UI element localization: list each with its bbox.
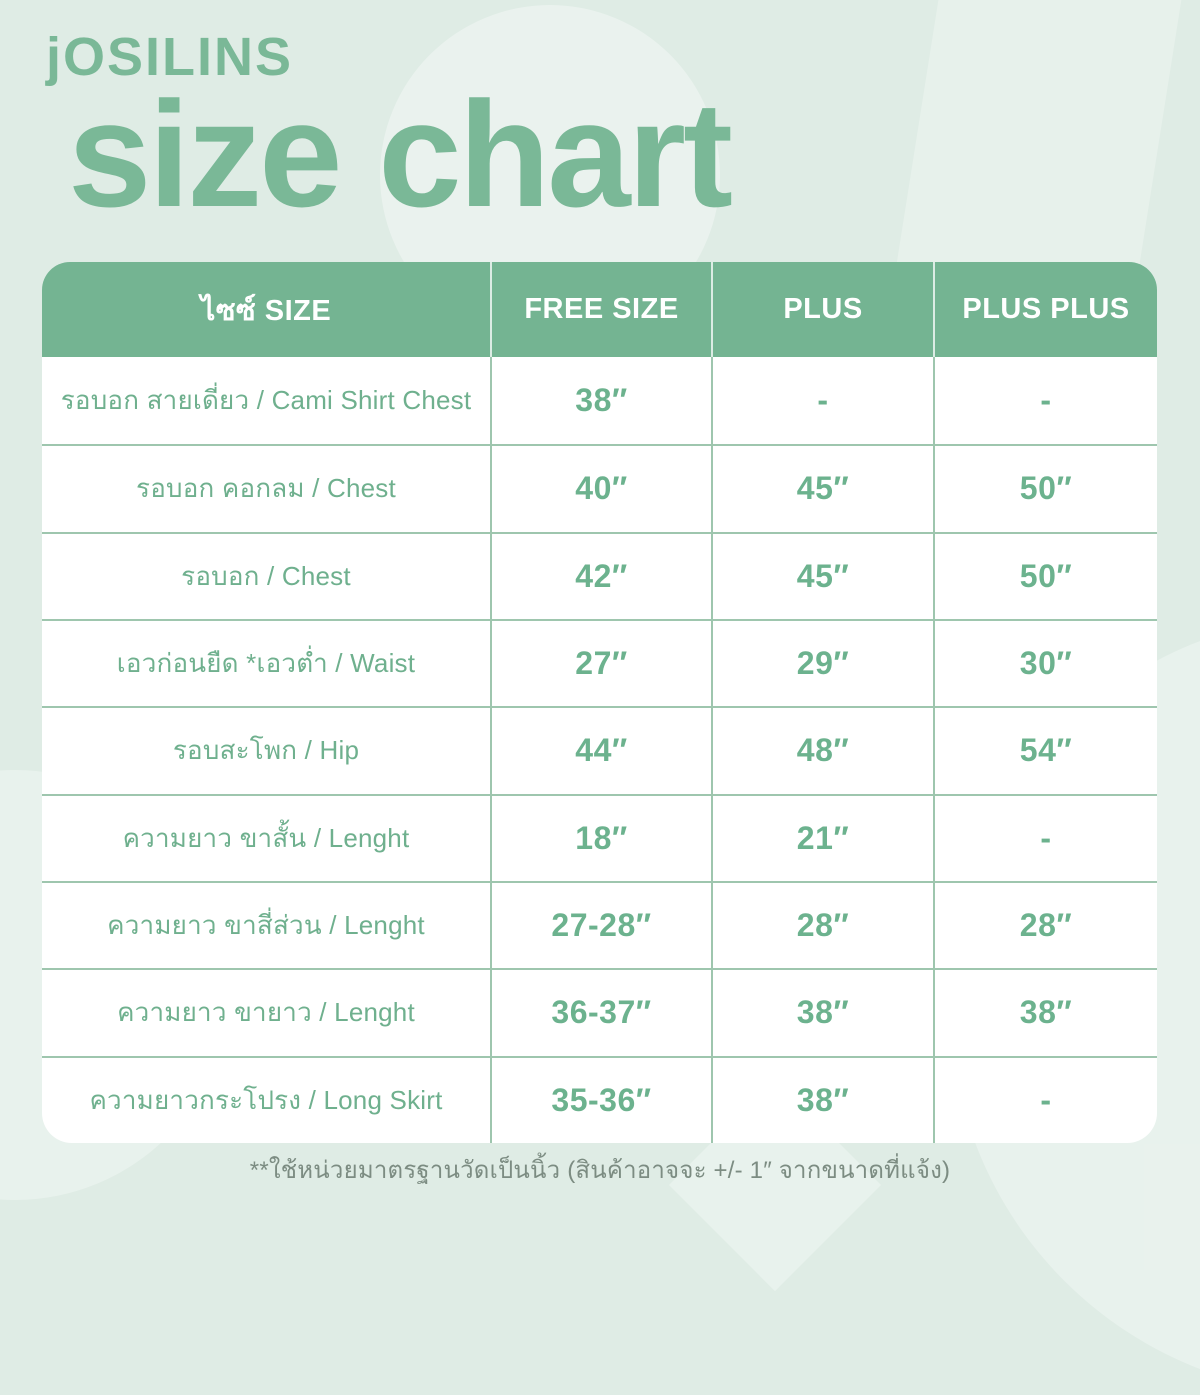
cell-value: 38″ bbox=[711, 1057, 933, 1143]
cell-value: 50″ bbox=[933, 533, 1157, 619]
cell-value: 54″ bbox=[933, 708, 1157, 794]
row-label: รอบอก สายเดี่ยว / Cami Shirt Chest bbox=[60, 385, 472, 416]
column-header-free-size: FREE SIZE bbox=[490, 262, 711, 357]
cell-value: 35-36″ bbox=[490, 1057, 711, 1143]
row-label: เอวก่อนยืด *เอวต่ำ / Waist bbox=[116, 648, 416, 679]
table-header-row: ไซซ์ SIZE FREE SIZE PLUS PLUS PLUS bbox=[42, 262, 1157, 357]
table-body: รอบอก สายเดี่ยว / Cami Shirt Chest 38″ -… bbox=[42, 357, 1157, 1143]
cell-value: 27-28″ bbox=[490, 883, 711, 969]
cell-value: - bbox=[933, 1057, 1157, 1143]
cell-value: 28″ bbox=[711, 883, 933, 969]
table-row: รอบอก สายเดี่ยว / Cami Shirt Chest 38″ -… bbox=[42, 357, 1157, 445]
cell-value: 27″ bbox=[490, 621, 711, 707]
table-row: เอวก่อนยืด *เอวต่ำ / Waist 27″ 29″ 30″ bbox=[42, 619, 1157, 707]
cell-value: 38″ bbox=[711, 970, 933, 1056]
column-header-plus: PLUS bbox=[711, 262, 933, 357]
size-table: ไซซ์ SIZE FREE SIZE PLUS PLUS PLUS รอบอก… bbox=[42, 262, 1157, 1143]
cell-value: 42″ bbox=[490, 533, 711, 619]
table-row: ความยาวกระโปรง / Long Skirt 35-36″ 38″ - bbox=[42, 1055, 1157, 1143]
footnote: **ใช้หน่วยมาตรฐานวัดเป็นนิ้ว (สินค้าอาจจ… bbox=[249, 1157, 951, 1184]
column-header-plus-plus: PLUS PLUS bbox=[933, 262, 1157, 357]
row-label: รอบอก / Chest bbox=[181, 560, 351, 591]
cell-value: 28″ bbox=[933, 883, 1157, 969]
table-row: รอบสะโพก / Hip 44″ 48″ 54″ bbox=[42, 706, 1157, 794]
cell-value: 45″ bbox=[711, 533, 933, 619]
row-label: รอบอก คอกลม / Chest bbox=[136, 473, 396, 504]
cell-value: 45″ bbox=[711, 446, 933, 532]
cell-value: 40″ bbox=[490, 446, 711, 532]
cell-value: - bbox=[933, 357, 1157, 445]
cell-value: 21″ bbox=[711, 795, 933, 881]
table-row: รอบอก / Chest 42″ 45″ 50″ bbox=[42, 531, 1157, 619]
row-label: ความยาว ขาสี่ส่วน / Lenght bbox=[107, 910, 425, 941]
cell-value: 29″ bbox=[711, 621, 933, 707]
table-row: ความยาว ขาสี่ส่วน / Lenght 27-28″ 28″ 28… bbox=[42, 881, 1157, 969]
row-label: ความยาว ขาสั้น / Lenght bbox=[122, 822, 410, 853]
cell-value: 50″ bbox=[933, 446, 1157, 532]
column-header-size: ไซซ์ SIZE bbox=[200, 294, 332, 327]
cell-value: - bbox=[933, 795, 1157, 881]
cell-value: 36-37″ bbox=[490, 970, 711, 1056]
cell-value: 38″ bbox=[933, 970, 1157, 1056]
table-row: รอบอก คอกลม / Chest 40″ 45″ 50″ bbox=[42, 444, 1157, 532]
cell-value: 18″ bbox=[490, 795, 711, 881]
cell-value: - bbox=[711, 357, 933, 445]
row-label: ความยาว ขายาว / Lenght bbox=[117, 997, 415, 1028]
cell-value: 38″ bbox=[490, 357, 711, 445]
page-title: size chart bbox=[68, 70, 733, 238]
size-chart-page: jOSILINS size chart ไซซ์ SIZE FREE SIZE … bbox=[42, 27, 1157, 1184]
row-label: ความยาวกระโปรง / Long Skirt bbox=[89, 1084, 443, 1115]
cell-value: 44″ bbox=[490, 708, 711, 794]
row-label: รอบสะโพก / Hip bbox=[172, 735, 360, 766]
table-row: ความยาว ขายาว / Lenght 36-37″ 38″ 38″ bbox=[42, 968, 1157, 1056]
brand-logo: jOSILINS bbox=[46, 27, 294, 87]
table-row: ความยาว ขาสั้น / Lenght 18″ 21″ - bbox=[42, 793, 1157, 881]
cell-value: 48″ bbox=[711, 708, 933, 794]
cell-value: 30″ bbox=[933, 621, 1157, 707]
